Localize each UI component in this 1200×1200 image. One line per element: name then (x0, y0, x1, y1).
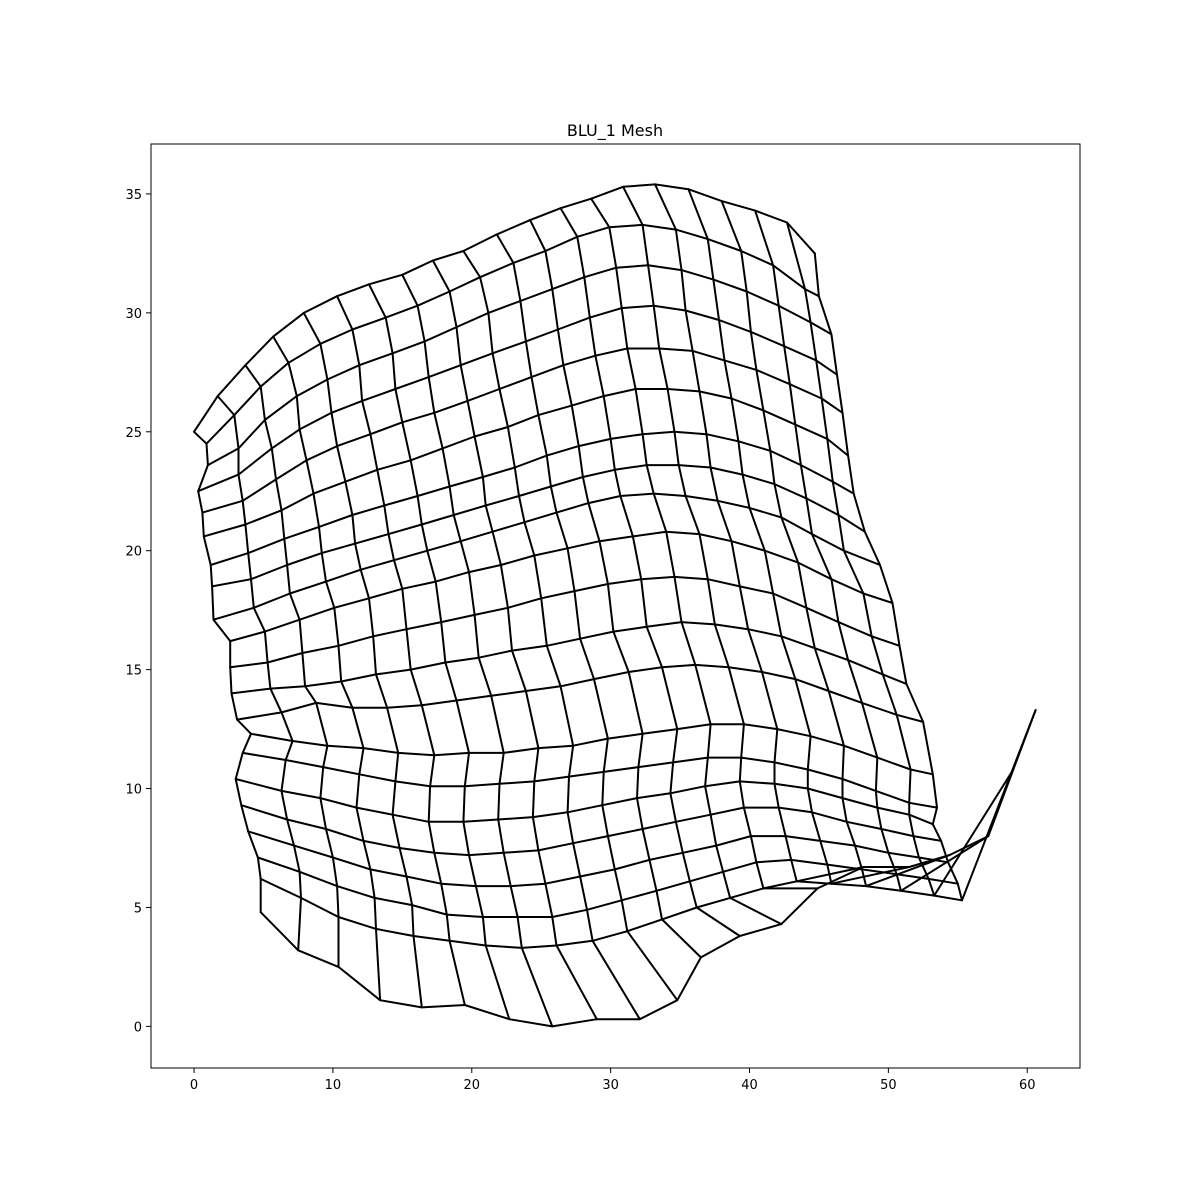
mesh-lines (193, 183, 1037, 1028)
y-tick-label: 10 (125, 783, 142, 798)
x-tick-label: 60 (1019, 1078, 1036, 1093)
mesh-row-line (240, 804, 943, 857)
mesh-row-line (250, 723, 934, 776)
x-tick-label: 50 (880, 1078, 897, 1093)
mesh-row-line (229, 575, 901, 669)
y-tick-label: 35 (125, 188, 142, 203)
mesh-row-line (259, 877, 963, 949)
mesh-column-line (495, 233, 679, 1002)
mesh-column-line (590, 197, 783, 926)
x-tick-label: 0 (190, 1078, 198, 1093)
mesh-row-line (193, 183, 816, 433)
mesh-column-line (462, 250, 641, 1021)
mesh-column-line (622, 185, 819, 890)
mesh-column-line (559, 207, 741, 937)
mesh-column-line (368, 283, 511, 1021)
y-tick-label: 15 (125, 664, 142, 679)
y-tick-label: 0 (134, 1020, 142, 1035)
mesh-column-line (193, 430, 262, 914)
chart-title: BLU_1 Mesh (567, 121, 663, 141)
mesh-column-line (529, 219, 702, 959)
mesh-row-line (247, 830, 950, 888)
x-tick-label: 20 (464, 1078, 481, 1093)
y-tick-label: 20 (125, 545, 142, 560)
mesh-row-line (259, 709, 1037, 1028)
mesh-column-line (244, 364, 340, 968)
mesh-column-line (216, 395, 302, 952)
y-axis-ticks: 0 5 10 15 20 25 30 35 (125, 188, 151, 1035)
mesh-column-line (754, 209, 990, 892)
mesh-row-line (241, 751, 938, 809)
mesh-column-line (654, 183, 865, 883)
y-tick-label: 5 (134, 901, 142, 916)
mesh-column-line (786, 221, 1015, 897)
y-tick-label: 25 (125, 426, 142, 441)
y-tick-label: 30 (125, 307, 142, 322)
mesh-column-line (720, 200, 951, 888)
plot-frame (150, 143, 1081, 1069)
mesh-row-line (211, 464, 866, 588)
mesh-column-line (431, 259, 598, 1021)
mesh-column-line (401, 273, 554, 1028)
x-tick-label: 10 (325, 1078, 342, 1093)
x-axis-ticks: 0 10 20 30 40 50 60 (190, 1068, 1036, 1093)
mesh-column-line (336, 295, 466, 1006)
x-tick-label: 40 (741, 1078, 758, 1093)
mesh-column-line (687, 188, 911, 885)
mesh-column-line (813, 252, 1037, 902)
x-tick-label: 30 (602, 1078, 619, 1093)
mesh-column-line (302, 311, 423, 1009)
mesh-column-line (272, 335, 382, 1002)
